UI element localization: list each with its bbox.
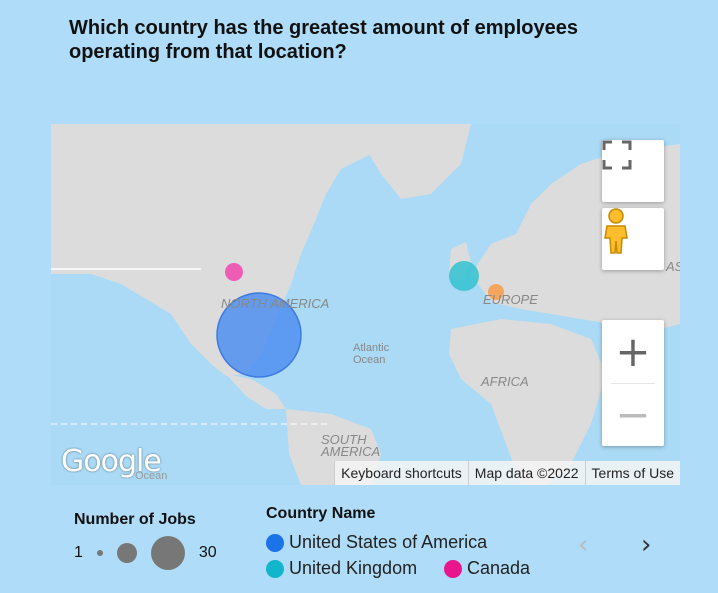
legend-size-small [96,550,103,556]
legend-swatch-uk [266,559,284,578]
land-central-america [226,374,286,409]
keyboard-shortcuts-link[interactable]: Keyboard shortcuts [334,461,468,485]
legend-size-medium [116,543,137,563]
legend-jobs-title: Number of Jobs [74,511,196,528]
bubble-united-kingdom [449,261,479,291]
bubble-united-states [216,292,302,378]
legend-item-canada[interactable]: Canada [444,558,530,579]
terms-of-use-link[interactable]: Terms of Use [584,461,680,485]
land-greenland [351,124,471,199]
fullscreen-icon [602,140,632,170]
legend-jobs-min: 1 [74,544,83,561]
google-logo[interactable]: Google [61,444,162,479]
zoom-control: + − [602,320,664,446]
legend-swatch-usa [266,533,284,552]
legend-item-uk[interactable]: United Kingdom [266,558,417,579]
bubble-canada [225,263,243,281]
map-basemap [51,124,680,485]
zoom-in-button[interactable]: + [615,327,651,376]
page-title: Which country has the greatest amount of… [69,17,578,63]
fullscreen-button[interactable] [602,140,664,202]
zoom-out-button[interactable]: − [615,390,651,439]
label-atlantic: Atlantic Ocean [353,342,390,366]
label-south-america: SOUTH AMERICA [321,432,381,459]
label-europe: EUROPE [483,292,538,307]
land-africa [449,319,606,485]
legend-jobs-max: 30 [198,544,217,561]
map-data-label: Map data ©2022 [467,461,585,485]
label-ocean: Ocean [135,470,168,482]
legend-prev-button[interactable]: ‹ [578,530,589,560]
pegman-icon [604,208,628,254]
label-africa: AFRICA [481,374,529,389]
land-north-america [51,124,381,376]
legend-next-button[interactable]: › [641,530,652,560]
legend-country-title: Country Name [266,505,376,522]
map-view[interactable]: NORTH AMERICA EUROPE AFRICA SOUTH AMERIC… [51,124,680,485]
label-north-america: NORTH AMERICA [221,296,330,311]
label-as: AS [666,259,680,274]
legend-size-large [150,536,185,570]
legend-item-usa[interactable]: United States of America [266,532,487,553]
bubble-europe [488,284,504,300]
legend-swatch-canada [444,559,462,578]
legend-jobs-scale: 1 30 [74,535,217,571]
street-view-pegman[interactable] [602,208,664,270]
map-attribution: Keyboard shortcuts Map data ©2022 Terms … [334,461,680,485]
